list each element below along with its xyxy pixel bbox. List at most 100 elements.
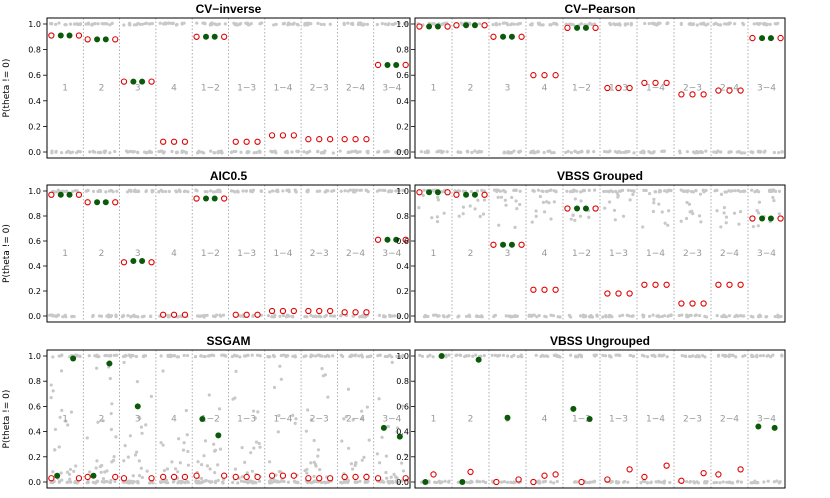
simulation-point: [574, 355, 579, 359]
true-zero-marker: [453, 22, 460, 29]
true-nonzero-marker: [767, 35, 774, 42]
simulation-point: [157, 190, 161, 194]
simulation-point: [213, 449, 217, 453]
y-tick-label: 0.2: [28, 122, 41, 131]
true-zero-marker: [326, 307, 334, 315]
group-label: 2: [468, 249, 474, 259]
true-zero-marker: [170, 311, 178, 318]
simulation-point: [320, 480, 324, 485]
group-label: 4: [171, 249, 177, 259]
simulation-point: [123, 353, 128, 358]
simulation-point: [665, 355, 669, 359]
simulation-point: [551, 314, 556, 318]
simulation-point: [168, 314, 172, 318]
panel-frame: [414, 349, 786, 489]
true-nonzero-marker: [54, 472, 61, 479]
true-zero-marker: [84, 199, 91, 206]
simulation-point: [222, 313, 226, 317]
simulation-point: [291, 413, 295, 417]
simulation-point: [703, 314, 707, 318]
simulation-point: [743, 353, 747, 358]
simulation-point: [318, 468, 322, 472]
simulation-point: [134, 314, 138, 319]
simulation-point: [590, 315, 595, 319]
true-zero-marker: [663, 79, 670, 87]
simulation-point: [685, 150, 689, 154]
simulation-point: [91, 313, 95, 318]
simulation-point: [678, 149, 682, 153]
simulation-point: [195, 21, 199, 25]
simulation-point: [613, 218, 617, 222]
simulation-point: [510, 195, 514, 200]
simulation-point: [431, 355, 435, 359]
simulation-point: [392, 472, 396, 476]
simulation-point: [386, 424, 390, 429]
simulation-point: [751, 225, 755, 229]
true-nonzero-marker: [463, 22, 470, 29]
y-tick-label: 1.0: [28, 187, 41, 196]
true-zero-marker: [48, 475, 55, 482]
simulation-point: [365, 405, 369, 409]
simulation-point: [305, 467, 309, 472]
true-zero-marker: [737, 466, 744, 473]
simulation-point: [60, 353, 64, 357]
true-zero-marker: [48, 191, 55, 198]
simulation-point: [389, 189, 393, 194]
group-label: 4: [542, 249, 548, 259]
simulation-point: [344, 414, 349, 419]
simulation-point: [430, 216, 434, 220]
simulation-point: [109, 478, 113, 483]
simulation-point: [385, 476, 389, 480]
simulation-point: [692, 480, 696, 484]
true-zero-marker: [181, 473, 189, 481]
simulation-point: [53, 448, 57, 452]
simulation-point: [61, 189, 65, 193]
y-tick-label: 0.4: [28, 428, 41, 437]
simulation-point: [506, 151, 511, 155]
true-zero-marker: [279, 472, 287, 479]
true-zero-marker: [181, 311, 189, 318]
simulation-point: [482, 198, 487, 202]
simulation-point: [63, 23, 67, 27]
group-label: 1−2: [572, 84, 591, 94]
simulation-point: [593, 188, 597, 192]
true-zero-marker: [232, 138, 239, 145]
simulation-point: [302, 150, 306, 154]
simulation-point: [688, 210, 692, 214]
simulation-point: [695, 149, 699, 154]
simulation-point: [276, 430, 280, 434]
simulation-point: [772, 480, 776, 484]
simulation-point: [217, 407, 222, 411]
group-label: 1−3: [609, 249, 628, 259]
simulation-point: [273, 313, 277, 317]
simulation-point: [223, 353, 227, 358]
true-zero-marker: [112, 199, 119, 206]
simulation-point: [363, 479, 367, 483]
true-zero-marker: [193, 472, 200, 479]
simulation-point: [49, 395, 53, 400]
true-zero-marker: [493, 478, 500, 486]
simulation-point: [573, 480, 578, 484]
simulation-point: [649, 481, 653, 485]
simulation-point: [595, 314, 599, 318]
simulation-point: [109, 427, 114, 432]
simulation-point: [699, 22, 703, 26]
simulation-point: [102, 480, 106, 484]
true-zero-marker: [148, 475, 155, 482]
true-zero-marker: [564, 24, 571, 31]
simulation-point: [366, 151, 370, 155]
group-label: 3−4: [757, 249, 776, 259]
simulation-point: [660, 314, 664, 319]
simulation-point: [50, 150, 54, 155]
true-zero-marker: [578, 478, 585, 486]
simulation-point: [68, 22, 73, 26]
true-nonzero-marker: [211, 33, 218, 40]
simulation-point: [147, 22, 151, 26]
simulation-point: [140, 475, 144, 480]
simulation-point: [677, 313, 681, 318]
simulation-point: [205, 464, 210, 468]
true-nonzero-marker: [582, 205, 589, 212]
group-label: 3−4: [757, 84, 776, 94]
simulation-point: [397, 188, 401, 192]
simulation-point: [365, 22, 370, 26]
